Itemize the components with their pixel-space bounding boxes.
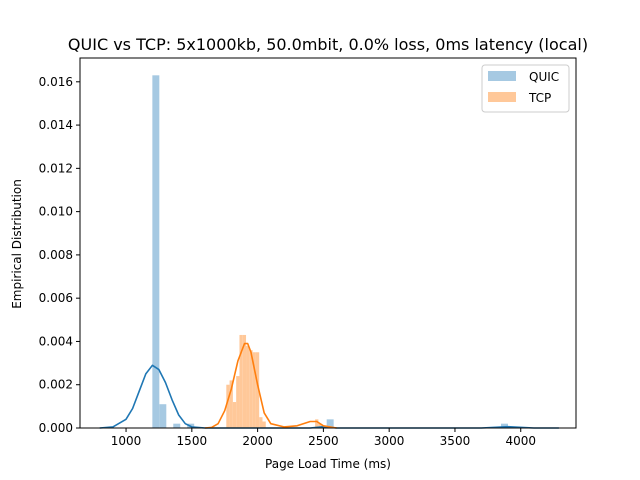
y-axis-label: Empirical Distribution bbox=[10, 179, 24, 309]
legend: QUIC TCP bbox=[481, 64, 570, 113]
quic-bar bbox=[501, 423, 508, 428]
y-tick-label: 0.008 bbox=[39, 248, 73, 262]
y-tick-label: 0.006 bbox=[39, 291, 73, 305]
x-tick-label: 4000 bbox=[505, 434, 536, 448]
tcp-bar bbox=[255, 352, 260, 428]
quic-legend-label: QUIC bbox=[529, 70, 559, 84]
tcp-bar bbox=[242, 334, 247, 428]
y-tick-label: 0.012 bbox=[39, 161, 73, 175]
tcp-legend-swatch bbox=[488, 92, 516, 102]
tcp-bar bbox=[315, 419, 319, 428]
y-tick-label: 0.016 bbox=[39, 75, 73, 89]
tcp-bar bbox=[239, 334, 243, 428]
tcp-bar bbox=[246, 345, 250, 428]
chart-title: QUIC vs TCP: 5x1000kb, 50.0mbit, 0.0% lo… bbox=[68, 35, 588, 54]
x-tick-label: 3000 bbox=[374, 434, 405, 448]
x-tick-label: 3500 bbox=[440, 434, 471, 448]
y-tick-label: 0.000 bbox=[39, 421, 73, 435]
x-tick-label: 2000 bbox=[242, 434, 273, 448]
tcp-bar bbox=[236, 376, 240, 428]
x-axis-label: Page Load Time (ms) bbox=[265, 457, 391, 471]
plot-frame bbox=[79, 57, 577, 429]
y-tick-label: 0.014 bbox=[39, 118, 73, 132]
tcp-kde-line bbox=[204, 342, 337, 429]
quic-bar bbox=[152, 75, 160, 429]
quic-bar bbox=[159, 404, 167, 428]
quic-legend-swatch bbox=[488, 71, 516, 81]
tcp-bar bbox=[318, 423, 322, 428]
quic-bar bbox=[326, 419, 334, 428]
x-tick-label: 2500 bbox=[308, 434, 339, 448]
tcp-bar bbox=[259, 417, 263, 428]
x-tick-label: 1500 bbox=[177, 434, 208, 448]
tcp-bar bbox=[232, 402, 237, 428]
tcp-bar bbox=[262, 421, 266, 428]
y-tick-label: 0.004 bbox=[39, 334, 73, 348]
y-tick-label: 0.010 bbox=[39, 205, 73, 219]
tcp-bar bbox=[252, 352, 256, 428]
plot-area: 1000 1500 2000 2500 3000 3500 4000 0.000 0.002 0.… bbox=[39, 57, 577, 448]
tcp-bar bbox=[229, 380, 233, 428]
y-tick-label: 0.002 bbox=[39, 378, 73, 392]
quic-bar bbox=[173, 423, 181, 428]
tcp-legend-label: TCP bbox=[528, 91, 551, 105]
tcp-bar bbox=[249, 350, 253, 428]
tcp-bar bbox=[226, 384, 230, 428]
x-tick-label: 1000 bbox=[111, 434, 142, 448]
